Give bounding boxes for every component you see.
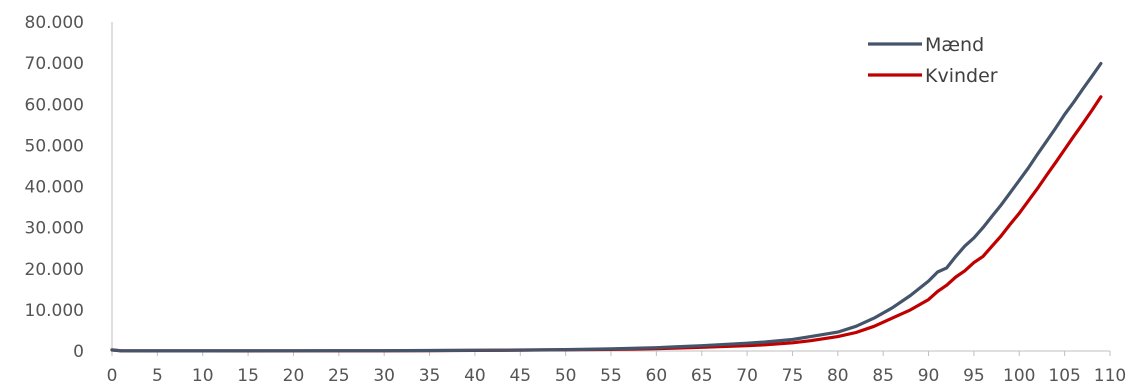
y-tick-label: 80.000 xyxy=(25,13,84,33)
y-tick-label: 70.000 xyxy=(25,54,84,74)
legend-label: Kvinder xyxy=(925,65,998,87)
series-line-mænd xyxy=(110,61,1103,353)
y-tick-label: 40.000 xyxy=(25,178,84,198)
x-tick-label: 35 xyxy=(419,366,441,386)
y-tick-label: 50.000 xyxy=(25,136,84,156)
x-tick-label: 20 xyxy=(283,366,305,386)
x-tick-label: 105 xyxy=(1048,366,1080,386)
series-line-kvinder xyxy=(110,95,1103,353)
x-tick-label: 100 xyxy=(1003,366,1035,386)
x-axis-ticks: 0 5 10 15 20 25 30 35 40 45 50 55 60 65 70 75 80 85 90 95 10… xyxy=(107,351,1126,386)
x-tick-label: 60 xyxy=(646,366,668,386)
y-tick-label: 10.000 xyxy=(25,301,84,321)
x-tick-label: 90 xyxy=(918,366,940,386)
series-layer xyxy=(110,61,1103,353)
x-tick-label: 65 xyxy=(691,366,713,386)
x-tick-label: 0 xyxy=(107,366,118,386)
x-tick-label: 95 xyxy=(963,366,985,386)
x-tick-label: 55 xyxy=(600,366,622,386)
y-tick-label: 20.000 xyxy=(25,260,84,280)
x-tick-label: 10 xyxy=(192,366,214,386)
x-tick-label: 70 xyxy=(736,366,758,386)
x-tick-label: 50 xyxy=(555,366,577,386)
x-tick-label: 110 xyxy=(1094,366,1126,386)
x-tick-label: 15 xyxy=(237,366,259,386)
x-tick-label: 45 xyxy=(509,366,531,386)
legend-label: Mænd xyxy=(925,34,984,56)
x-tick-label: 25 xyxy=(328,366,350,386)
x-tick-label: 5 xyxy=(152,366,163,386)
y-tick-label: 30.000 xyxy=(25,219,84,239)
x-tick-label: 30 xyxy=(373,366,395,386)
x-tick-label: 40 xyxy=(464,366,486,386)
y-tick-label: 60.000 xyxy=(25,95,84,115)
y-axis-ticks: 0 10.000 20.000 30.000 40.000 50.000 60.000 70.… xyxy=(25,13,84,362)
legend: Mænd Kvinder xyxy=(868,34,998,87)
x-tick-label: 75 xyxy=(782,366,804,386)
x-tick-label: 80 xyxy=(827,366,849,386)
x-tick-label: 85 xyxy=(872,366,894,386)
y-tick-label: 0 xyxy=(73,342,84,362)
